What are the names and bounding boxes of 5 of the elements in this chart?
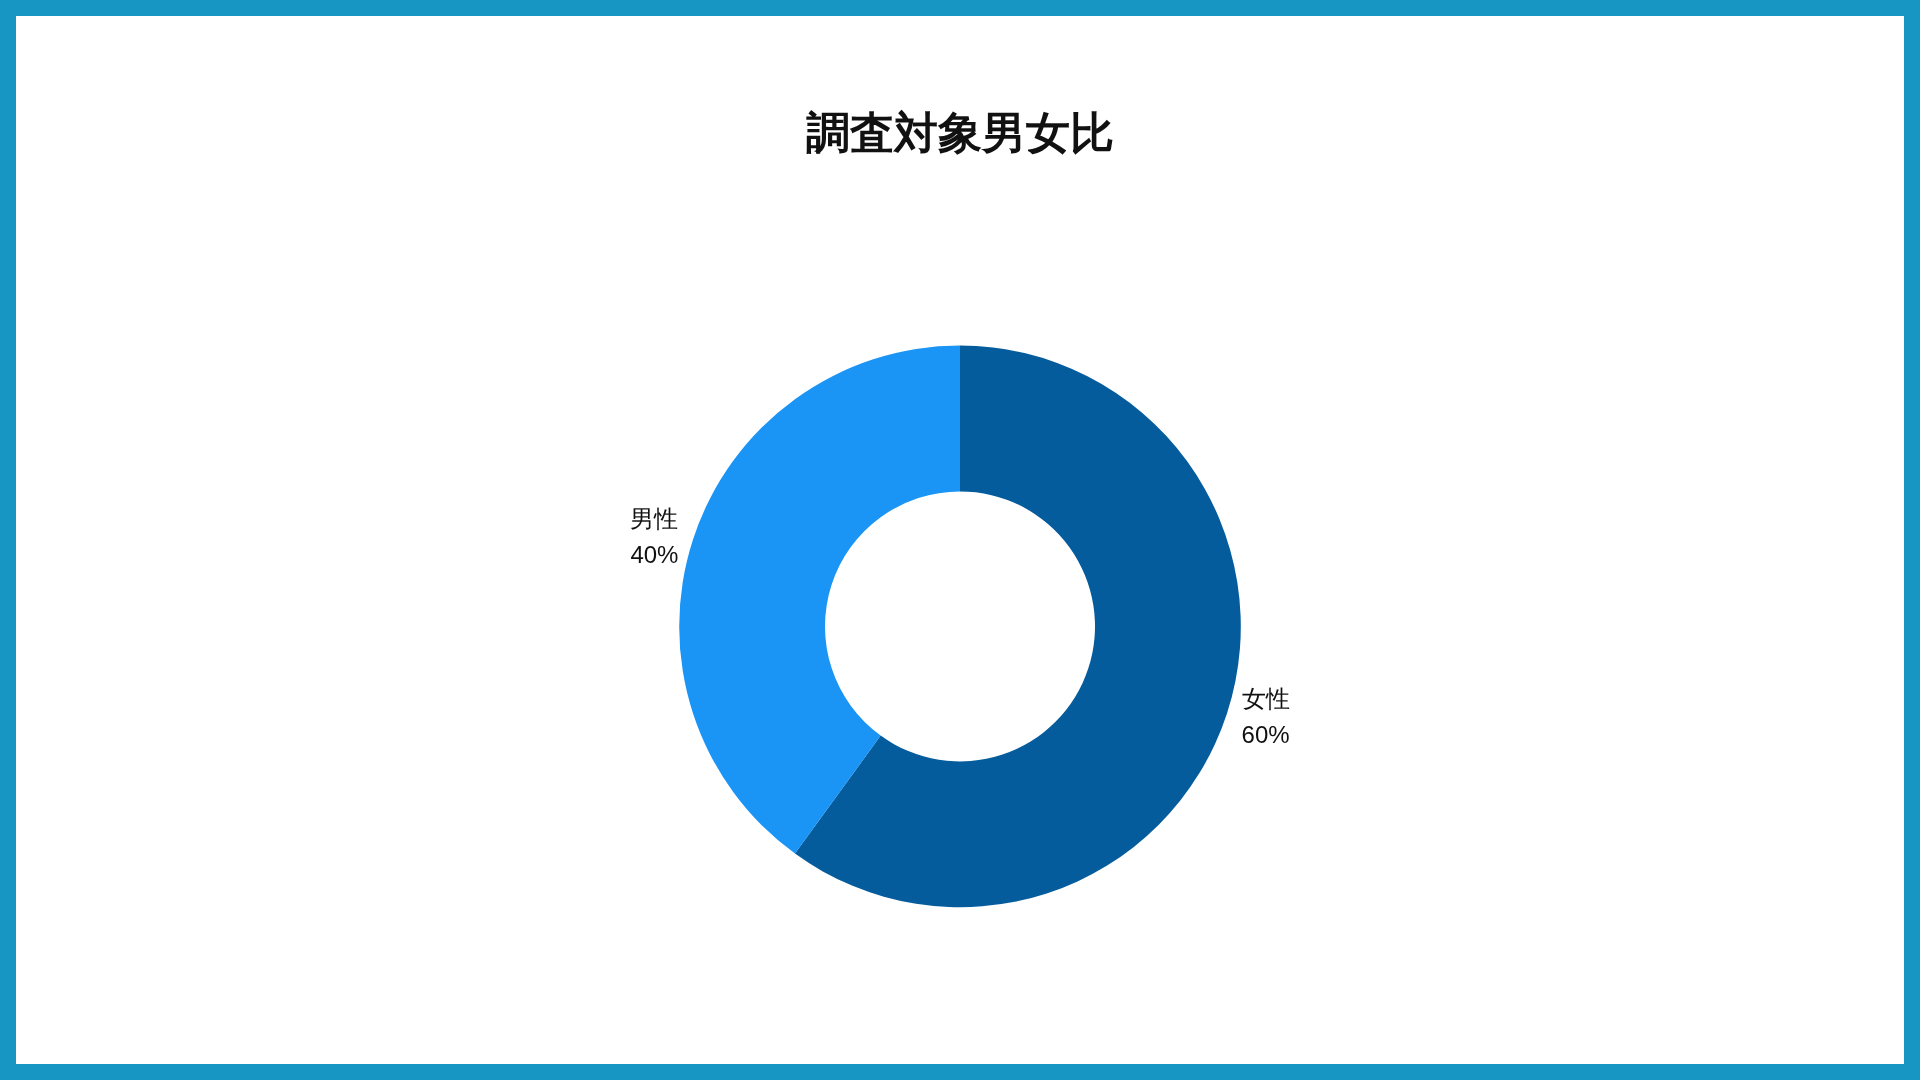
data-label: 40%	[630, 541, 679, 569]
chart-title: 調査対象男女比	[806, 107, 1114, 157]
slice-label: 男性	[630, 505, 679, 533]
data-label: 60%	[1241, 720, 1290, 748]
slice-label: 女性	[1241, 684, 1290, 712]
